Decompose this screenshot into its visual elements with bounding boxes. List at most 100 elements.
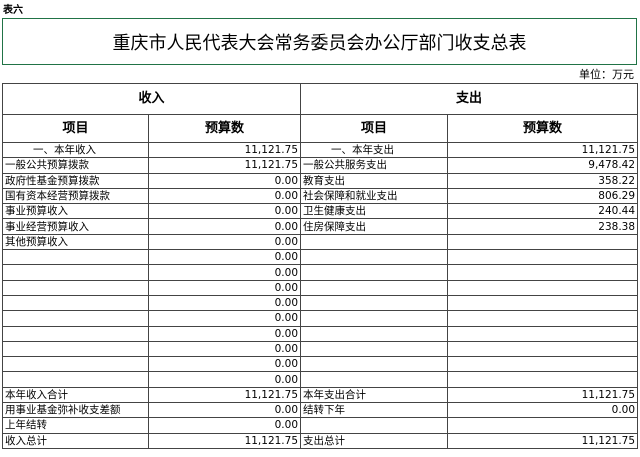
expense-budget-cell[interactable]	[447, 371, 639, 388]
income-budget-cell[interactable]: 0.00	[147, 172, 302, 189]
expense-budget-cell[interactable]: 9,478.42	[447, 157, 639, 174]
table-row: 其他预算收入 0.00	[2, 233, 639, 251]
income-item-cell[interactable]: 其他预算收入	[2, 233, 149, 251]
income-item-cell[interactable]: 政府性基金预算拨款	[2, 172, 149, 189]
expense-budget-cell[interactable]	[447, 264, 639, 281]
income-item-cell[interactable]: 国有资本经营预算拨款	[2, 187, 149, 205]
expense-budget-cell[interactable]	[447, 279, 639, 296]
income-budget-cell[interactable]: 0.00	[147, 203, 302, 220]
income-item-cell[interactable]: 一般公共预算拨款	[2, 157, 149, 174]
income-budget-cell[interactable]: 0.00	[147, 187, 302, 205]
income-item-cell[interactable]	[2, 279, 149, 296]
expense-budget-cell[interactable]: 240.44	[447, 203, 639, 220]
expense-budget-cell[interactable]	[447, 325, 639, 342]
expense-item-cell[interactable]	[300, 294, 449, 312]
expense-item-cell[interactable]	[300, 233, 449, 251]
income-budget-cell[interactable]: 0.00	[147, 218, 302, 235]
table-row: 国有资本经营预算拨款 0.00 社会保障和就业支出 806.29	[2, 187, 639, 205]
expense-item-cell[interactable]: 一、本年支出	[300, 141, 449, 159]
income-item-cell[interactable]: 本年收入合计	[2, 386, 149, 404]
expense-item-cell[interactable]	[300, 371, 449, 388]
income-item-cell[interactable]: 收入总计	[2, 432, 149, 449]
expense-item-cell[interactable]	[300, 417, 449, 434]
expense-item-cell[interactable]	[300, 249, 449, 266]
expense-header: 支出	[300, 83, 639, 115]
income-item-cell[interactable]	[2, 340, 149, 358]
income-item-cell[interactable]	[2, 249, 149, 266]
income-item-cell[interactable]	[2, 356, 149, 373]
table-row: 收入总计 11,121.75 支出总计 11,121.75	[2, 432, 639, 449]
table-row: 政府性基金预算拨款 0.00 教育支出 358.22	[2, 172, 639, 189]
income-item-cell[interactable]: 事业经营预算收入	[2, 218, 149, 235]
expense-item-cell[interactable]	[300, 264, 449, 281]
income-budget-cell[interactable]: 0.00	[147, 233, 302, 251]
table-row: 0.00	[2, 294, 639, 312]
income-budget-cell[interactable]: 11,121.75	[147, 157, 302, 174]
expense-budget-cell[interactable]: 806.29	[447, 187, 639, 205]
income-item-cell[interactable]: 事业预算收入	[2, 203, 149, 220]
expense-item-cell[interactable]: 教育支出	[300, 172, 449, 189]
expense-budget-cell[interactable]	[447, 356, 639, 373]
income-item-cell[interactable]	[2, 294, 149, 312]
income-budget-cell[interactable]: 11,121.75	[147, 141, 302, 159]
expense-item-cell[interactable]	[300, 356, 449, 373]
expense-budget-cell[interactable]	[447, 310, 639, 327]
expense-item-cell[interactable]: 住房保障支出	[300, 218, 449, 235]
expense-budget-cell[interactable]: 358.22	[447, 172, 639, 189]
income-budget-cell[interactable]: 0.00	[147, 325, 302, 342]
expense-budget-cell[interactable]: 238.38	[447, 218, 639, 235]
expense-budget-cell[interactable]: 11,121.75	[447, 141, 639, 159]
income-item-cell[interactable]: 用事业基金弥补收支差额	[2, 402, 149, 419]
table-row: 一般公共预算拨款 11,121.75 一般公共服务支出 9,478.42	[2, 157, 639, 174]
expense-item-cell[interactable]	[300, 340, 449, 358]
table-row: 本年收入合计 11,121.75 本年支出合计 11,121.75	[2, 386, 639, 404]
expense-item-cell[interactable]	[300, 325, 449, 342]
income-header: 收入	[1, 83, 302, 115]
income-budget-cell[interactable]: 0.00	[147, 402, 302, 419]
expense-item-header: 项目	[300, 114, 449, 143]
expense-budget-cell[interactable]	[447, 340, 639, 358]
expense-item-cell[interactable]: 本年支出合计	[300, 386, 449, 404]
table-row: 0.00	[2, 264, 639, 281]
income-budget-cell[interactable]: 11,121.75	[147, 432, 302, 449]
expense-item-cell[interactable]: 结转下年	[300, 402, 449, 419]
expense-item-cell[interactable]: 一般公共服务支出	[300, 157, 449, 174]
expense-budget-cell[interactable]	[447, 294, 639, 312]
income-item-cell[interactable]: 一、本年收入	[2, 141, 149, 159]
income-item-cell[interactable]	[2, 325, 149, 342]
unit-label: 单位：万元	[579, 68, 634, 81]
expense-item-cell[interactable]: 支出总计	[300, 432, 449, 449]
expense-budget-cell[interactable]	[447, 249, 639, 266]
table-row: 用事业基金弥补收支差额 0.00 结转下年 0.00	[2, 402, 639, 419]
table-row: 0.00	[2, 356, 639, 373]
expense-item-cell[interactable]: 卫生健康支出	[300, 203, 449, 220]
income-budget-cell[interactable]: 0.00	[147, 417, 302, 434]
income-item-cell[interactable]	[2, 371, 149, 388]
income-budget-cell[interactable]: 0.00	[147, 294, 302, 312]
expense-budget-header: 预算数	[447, 114, 639, 143]
income-item-header: 项目	[2, 114, 149, 143]
income-item-cell[interactable]: 上年结转	[2, 417, 149, 434]
expense-budget-cell[interactable]: 11,121.75	[447, 386, 639, 404]
income-budget-cell[interactable]: 0.00	[147, 371, 302, 388]
income-item-cell[interactable]	[2, 264, 149, 281]
table-row: 事业经营预算收入 0.00 住房保障支出 238.38	[2, 218, 639, 235]
income-budget-cell[interactable]: 0.00	[147, 249, 302, 266]
income-budget-cell[interactable]: 0.00	[147, 279, 302, 296]
expense-budget-cell[interactable]: 11,121.75	[447, 432, 639, 449]
income-budget-cell[interactable]: 0.00	[147, 264, 302, 281]
income-budget-cell[interactable]: 11,121.75	[147, 386, 302, 404]
page-title[interactable]: 重庆市人民代表大会常务委员会办公厅部门收支总表	[2, 18, 637, 65]
expense-item-cell[interactable]: 社会保障和就业支出	[300, 187, 449, 205]
expense-item-cell[interactable]	[300, 310, 449, 327]
income-item-cell[interactable]	[2, 310, 149, 327]
expense-budget-cell[interactable]: 0.00	[447, 402, 639, 419]
income-budget-cell[interactable]: 0.00	[147, 340, 302, 358]
expense-budget-cell[interactable]	[447, 233, 639, 251]
summary-table: 收入 支出 项目 预算数 项目 预算数 一、本年收入 11,121.75 一、本年支…	[1, 83, 639, 449]
income-budget-cell[interactable]: 0.00	[147, 356, 302, 373]
expense-budget-cell[interactable]	[447, 417, 639, 434]
income-budget-cell[interactable]: 0.00	[147, 310, 302, 327]
expense-item-cell[interactable]	[300, 279, 449, 296]
sheet-label: 表六	[3, 5, 23, 16]
